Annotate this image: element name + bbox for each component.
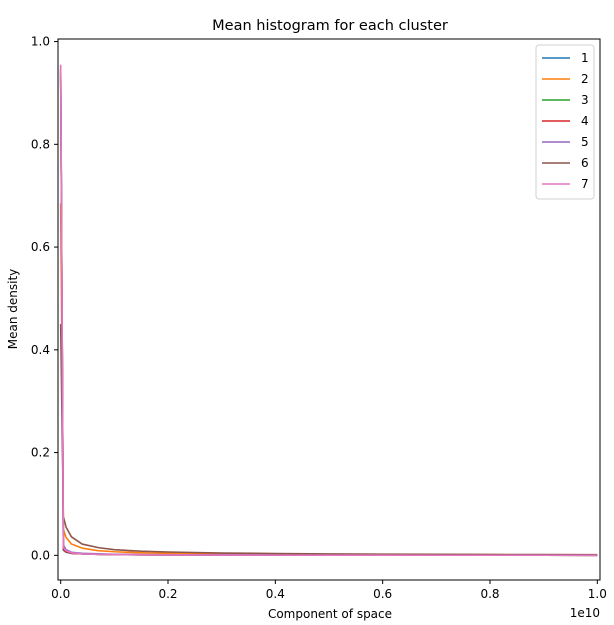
x-tick-label: 0.0 <box>51 587 70 601</box>
x-axis-offset-label: 1e10 <box>570 606 600 620</box>
chart-title: Mean histogram for each cluster <box>212 18 448 34</box>
legend-label-2: 2 <box>581 72 589 86</box>
legend-label-7: 7 <box>581 177 589 191</box>
y-axis-title: Mean density <box>6 269 20 350</box>
y-tick-label: 0.4 <box>31 343 50 357</box>
series-line-2 <box>59 203 598 556</box>
x-axis-title: Component of space <box>268 607 392 621</box>
legend-label-5: 5 <box>581 135 589 149</box>
x-tick-label: 0.4 <box>266 587 285 601</box>
series-line-1 <box>59 77 598 557</box>
x-tick-label: 0.2 <box>158 587 177 601</box>
series-line-7 <box>59 64 598 557</box>
x-tick-label: 1.0 <box>588 587 607 601</box>
series-line-6 <box>59 324 598 556</box>
legend-label-6: 6 <box>581 156 589 170</box>
y-tick-label: 0.6 <box>31 240 50 254</box>
legend-label-1: 1 <box>581 51 589 65</box>
legend-box <box>535 44 595 200</box>
y-tick-label: 1.0 <box>31 35 50 49</box>
x-tick-label: 0.8 <box>480 587 499 601</box>
legend: 1 2 3 4 5 6 7 <box>535 44 595 200</box>
series-line-4 <box>59 69 598 557</box>
legend-label-3: 3 <box>581 93 589 107</box>
y-tick-label: 0.2 <box>31 446 50 460</box>
series-line-5 <box>59 67 598 557</box>
series-line-3 <box>59 72 598 557</box>
plot-area <box>59 64 598 557</box>
axis-ticks: 0.0 0.2 0.4 0.6 0.8 1.0 0.0 0.2 0.4 0.6 0.8 1.0 <box>31 35 607 601</box>
y-tick-label: 0.0 <box>31 548 50 562</box>
legend-label-4: 4 <box>581 114 589 128</box>
y-tick-label: 0.8 <box>31 137 50 151</box>
x-tick-label: 0.6 <box>373 587 392 601</box>
plot-frame <box>57 38 601 581</box>
